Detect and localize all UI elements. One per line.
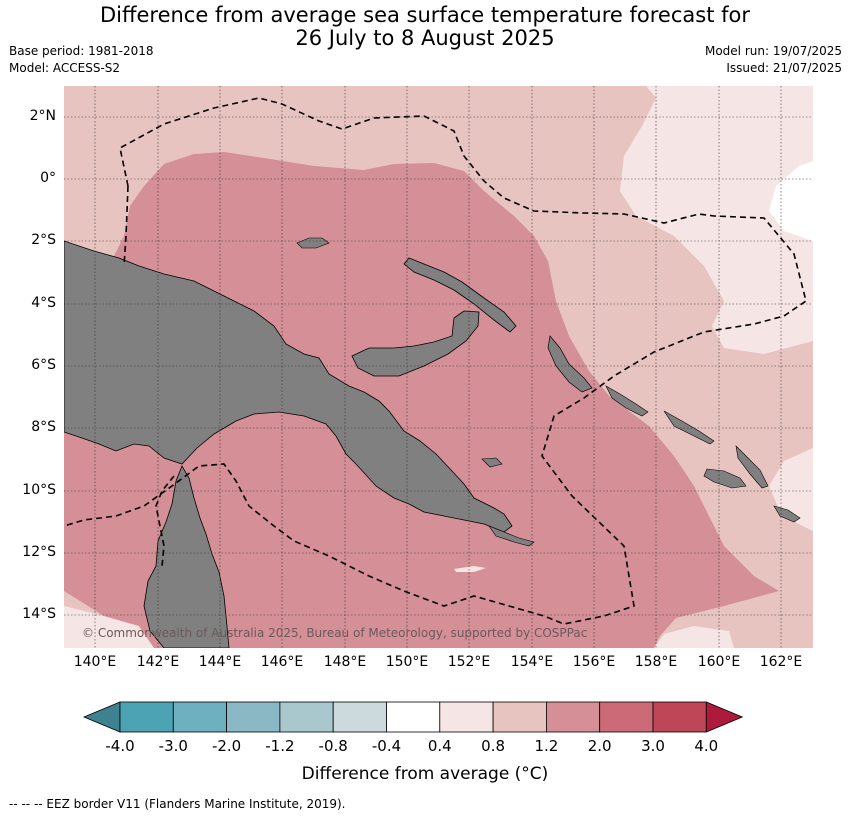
sst-anomaly-map — [64, 86, 813, 648]
land-manus — [296, 237, 330, 249]
land-solomon-santa-isabel — [663, 410, 715, 445]
land-new-ireland — [403, 257, 517, 333]
footer-note: -- -- -- EEZ border V11 (Flanders Marine… — [9, 797, 346, 811]
lon-label-142e: 142°E — [136, 654, 180, 670]
land-bougainville — [547, 335, 593, 393]
colorbar-segment-6 — [386, 701, 441, 733]
land-solomon-makira — [773, 505, 801, 523]
lon-label-152e: 152°E — [447, 654, 491, 670]
colorbar — [82, 701, 744, 733]
eez-border-png-north — [64, 97, 807, 625]
colorbar-segment-8 — [492, 701, 547, 733]
colorbar-label: Difference from average (°C) — [301, 764, 549, 784]
colorbar-segment-11 — [652, 701, 707, 733]
colorbar-arrow-high — [705, 701, 744, 733]
land-solomon-malaita — [735, 445, 769, 489]
colorbar-segment-1 — [119, 701, 174, 733]
copyright-notice: © Commonwealth of Australia 2025, Bureau… — [82, 626, 588, 640]
band-0-4-0-8-southsoutheast — [654, 626, 734, 648]
colorbar-segment-9 — [545, 701, 601, 733]
colorbar-tick-label: 4.0 — [694, 737, 719, 755]
lat-label-2n: 2°N — [29, 108, 56, 124]
colorbar-tick-label: -1.2 — [265, 737, 295, 755]
colorbar-segment-10 — [599, 701, 654, 733]
lon-label-144e: 144°E — [198, 654, 242, 670]
land-new-britain — [351, 310, 480, 377]
lat-label-2s: 2°S — [31, 232, 56, 248]
lat-label-8s: 8°S — [31, 419, 56, 435]
model-name: Model: ACCESS-S2 — [9, 61, 121, 75]
colorbar-tick-label: 0.4 — [427, 737, 452, 755]
colorbar-tick-label: -0.8 — [318, 737, 348, 755]
colorbar-tick-label: 3.0 — [641, 737, 665, 755]
colorbar-segment-4 — [279, 701, 334, 733]
meta-right: Model run: 19/07/2025 Issued: 21/07/2025 — [705, 43, 842, 77]
colorbar-segment-5 — [332, 701, 387, 733]
lat-label-0: 0° — [40, 170, 56, 186]
lon-label-154e: 154°E — [510, 654, 554, 670]
land-reef — [454, 566, 486, 572]
land-cape-york — [143, 465, 230, 648]
colorbar-tick-label: -3.0 — [158, 737, 188, 755]
lat-label-14s: 14°S — [22, 606, 56, 622]
lon-label-148e: 148°E — [323, 654, 367, 670]
lat-label-10s: 10°S — [22, 482, 56, 498]
issued-date: Issued: 21/07/2025 — [726, 61, 842, 75]
band-white-east — [769, 161, 813, 241]
graticule — [64, 86, 813, 648]
title-line-2: 26 July to 8 August 2025 — [295, 26, 555, 50]
colorbar-segment-2 — [172, 701, 228, 733]
lon-label-146e: 146°E — [260, 654, 304, 670]
lon-label-162e: 162°E — [759, 654, 803, 670]
colorbar-segment-3 — [226, 701, 281, 733]
title-line-1: Difference from average sea surface temp… — [100, 3, 750, 27]
colorbar-segment-7 — [439, 701, 494, 733]
lat-label-4s: 4°S — [31, 295, 56, 311]
lon-label-156e: 156°E — [572, 654, 616, 670]
lon-label-150e: 150°E — [385, 654, 429, 670]
lat-label-12s: 12°S — [22, 544, 56, 560]
land-trobriand — [481, 457, 503, 468]
map-title: Difference from average sea surface temp… — [0, 4, 850, 50]
base-period: Base period: 1981-2018 — [9, 44, 154, 58]
eez-border-png-west — [123, 185, 129, 267]
eez-border — [64, 97, 807, 625]
band-0-4-0-8-southwest — [64, 606, 154, 648]
land-new-guinea — [64, 240, 513, 533]
eez-border-cape — [155, 475, 175, 567]
meta-left: Base period: 1981-2018 Model: ACCESS-S2 — [9, 43, 154, 77]
colorbar-tick-label: -0.4 — [371, 737, 402, 755]
colorbar-tick-label: -2.0 — [211, 737, 242, 755]
lon-label-160e: 160°E — [697, 654, 741, 670]
lon-label-158e: 158°E — [634, 654, 678, 670]
colorbar-segments — [82, 701, 744, 733]
lat-label-6s: 6°S — [31, 357, 56, 373]
colorbar-tick-label: 2.0 — [587, 737, 612, 755]
land-louisiade — [488, 525, 535, 547]
colorbar-tick-label: 0.8 — [481, 737, 506, 755]
land-solomon-choiseul — [605, 385, 649, 417]
model-run-date: Model run: 19/07/2025 — [704, 44, 842, 58]
colorbar-tick-label: 1.2 — [534, 737, 559, 755]
colorbar-arrow-low — [82, 701, 121, 733]
band-0-4-0-8-northeast — [620, 86, 813, 354]
lon-label-140e: 140°E — [73, 654, 117, 670]
colorbar-tick-label: -4.0 — [105, 737, 135, 755]
land-solomon-guadalcanal — [703, 468, 747, 489]
